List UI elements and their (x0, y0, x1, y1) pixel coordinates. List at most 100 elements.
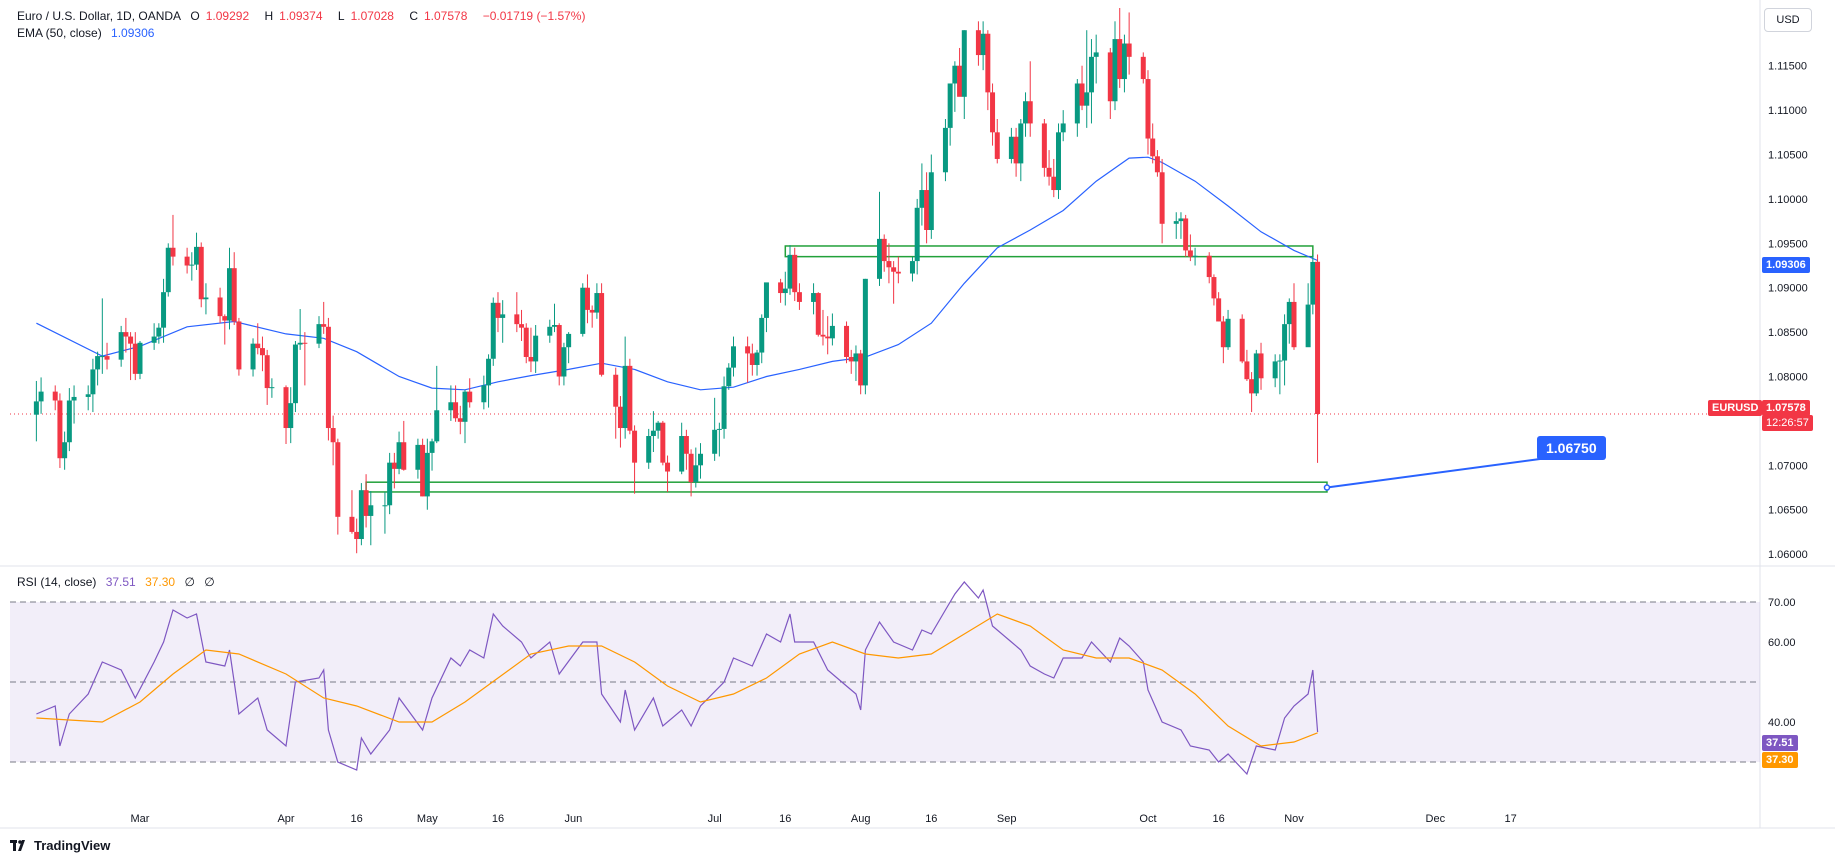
candle-body (1220, 321, 1226, 348)
candle-body (250, 343, 256, 370)
candle-body (617, 406, 623, 429)
candle-body (556, 325, 562, 377)
candle-body (782, 288, 788, 294)
price-tick-label: 1.08000 (1768, 372, 1808, 384)
candle-body (38, 391, 44, 402)
rsi-value: 37.51 (105, 575, 136, 589)
support-resistance-zone (784, 245, 1314, 258)
candle-body (1008, 136, 1014, 159)
candle-body (909, 261, 915, 274)
candle-body (1178, 218, 1184, 222)
price-tick-label: 1.06000 (1768, 549, 1808, 561)
currency-button[interactable]: USD (1764, 8, 1812, 32)
candle-body (1013, 136, 1019, 164)
ohlc-open: O 1.09292 (190, 9, 250, 23)
candle-body (264, 355, 270, 389)
candle-body (745, 346, 751, 354)
candle-body (924, 190, 930, 230)
time-tick-label: 16 (779, 813, 791, 825)
candle-body (363, 490, 369, 516)
candle-body (580, 287, 586, 334)
candle-body (85, 394, 91, 397)
candle-body (415, 444, 421, 470)
candle-body (1126, 43, 1132, 57)
callout-anchor-point (1323, 484, 1331, 491)
candle-body (877, 238, 883, 279)
ohlc-close: C 1.07578 (409, 9, 468, 23)
ohlc-low: L 1.07028 (337, 9, 394, 23)
time-tick-label: Jun (564, 813, 582, 825)
candle-body (1187, 250, 1193, 257)
candle-body (1305, 304, 1311, 348)
countdown-tag: 12:26:57 (1762, 415, 1813, 431)
candle-body (71, 396, 77, 401)
candle-body (1093, 52, 1099, 57)
candle-body (1074, 83, 1080, 124)
candle-body (622, 365, 628, 429)
candle-body (429, 441, 435, 453)
tradingview-logo[interactable]: TradingView (10, 838, 110, 853)
candle-body (33, 401, 39, 415)
price-change: −0.01719 (−1.57%) (482, 9, 586, 23)
candle-body (156, 327, 162, 337)
candle-body (1192, 255, 1198, 257)
candle-body (886, 261, 892, 268)
support-resistance-zone (365, 481, 1328, 493)
candle-body (763, 282, 769, 318)
candle-body (401, 442, 407, 470)
price-tick-label: 1.11000 (1768, 105, 1807, 117)
candle-body (1258, 353, 1264, 379)
candle-body (90, 369, 96, 395)
rsi-label[interactable]: RSI (14, close) (17, 575, 97, 589)
candle-body (523, 327, 529, 357)
candle-body (547, 326, 553, 336)
candlestick-series (33, 8, 1321, 554)
symbol-legend: Euro / U.S. Dollar, 1D, OANDA O 1.09292 H… (17, 9, 591, 23)
candle-body (288, 403, 294, 429)
candle-body (66, 400, 72, 443)
symbol-title[interactable]: Euro / U.S. Dollar, 1D, OANDA (17, 9, 182, 23)
candle-body (646, 436, 652, 463)
candle-body (95, 356, 101, 370)
candle-body (57, 400, 63, 459)
candle-body (1211, 277, 1217, 299)
candle-body (688, 453, 694, 483)
time-tick-label: Apr (277, 813, 294, 825)
candle-body (1154, 156, 1160, 173)
candle-body (165, 247, 171, 293)
candle-body (862, 278, 868, 386)
candle-body (650, 430, 656, 437)
time-tick-label: Mar (131, 813, 150, 825)
candle-body (679, 436, 685, 472)
candle-body (632, 430, 638, 463)
price-tick-label: 1.09000 (1768, 283, 1808, 295)
candle-body (495, 302, 501, 318)
candle-body (829, 325, 835, 339)
candle-body (151, 336, 157, 343)
candle-body (1018, 123, 1024, 164)
price-tick-label: 1.10000 (1768, 194, 1808, 206)
support-callout[interactable]: 1.06750 (1537, 436, 1606, 460)
candle-body (1173, 221, 1179, 224)
candle-body (1121, 43, 1127, 80)
candle-body (1159, 172, 1165, 224)
rsi-na-1: ∅ (184, 575, 195, 589)
candle-body (566, 333, 572, 348)
rsi-ma-line (36, 613, 1318, 747)
candle-body (453, 402, 459, 419)
candle-body (994, 132, 1000, 159)
candle-body (1183, 218, 1189, 251)
candle-body (335, 442, 341, 517)
rsi-ma-value-tag: 37.30 (1762, 752, 1798, 768)
ema-label[interactable]: EMA (50, close) (17, 26, 102, 40)
candle-body (928, 172, 934, 230)
candle-body (358, 490, 364, 540)
candle-body (391, 462, 397, 469)
candle-body (1272, 361, 1278, 379)
candle-body (387, 462, 393, 506)
candle-body (1088, 56, 1094, 93)
candle-body (189, 264, 195, 266)
candle-body (330, 428, 336, 443)
candle-body (627, 365, 633, 431)
